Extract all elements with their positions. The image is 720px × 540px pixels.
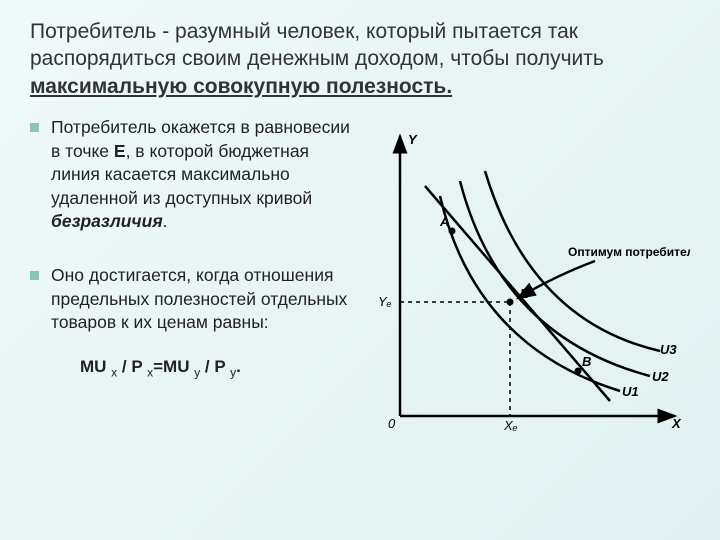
svg-text:Yₑ: Yₑ [378,294,392,309]
svg-text:U3: U3 [660,342,677,357]
formula: MU x / P x=MU y / P y. [80,357,350,379]
svg-text:Оптимум потребителя: Оптимум потребителя [568,245,690,259]
svg-text:U2: U2 [652,369,669,384]
svg-text:A: A [439,214,449,229]
svg-text:X: X [671,416,682,431]
bullet-2-text: Оно достигается, когда отношения предель… [51,264,350,335]
title-emph: максимальную совокупную полезность. [30,75,452,98]
svg-text:0: 0 [388,416,396,431]
svg-text:U1: U1 [622,384,639,399]
svg-text:B: B [582,354,591,369]
bullet-icon [30,123,39,132]
title-plain: Потребитель - разумный человек, который … [30,20,604,70]
bullet-2: Оно достигается, когда отношения предель… [30,264,350,335]
svg-text:Y: Y [408,132,418,147]
bullet-icon [30,271,39,280]
chart-column: U1U2U3AEBОптимум потребителяYX0YₑXₑ [360,116,690,456]
indifference-chart: U1U2U3AEBОптимум потребителяYX0YₑXₑ [360,126,690,456]
bullet-1-text: Потребитель окажется в равновесии в точк… [51,116,350,234]
slide-title: Потребитель - разумный человек, который … [30,18,690,100]
svg-text:Xₑ: Xₑ [503,418,518,433]
bullet-1: Потребитель окажется в равновесии в точк… [30,116,350,234]
text-column: Потребитель окажется в равновесии в точк… [30,116,360,456]
